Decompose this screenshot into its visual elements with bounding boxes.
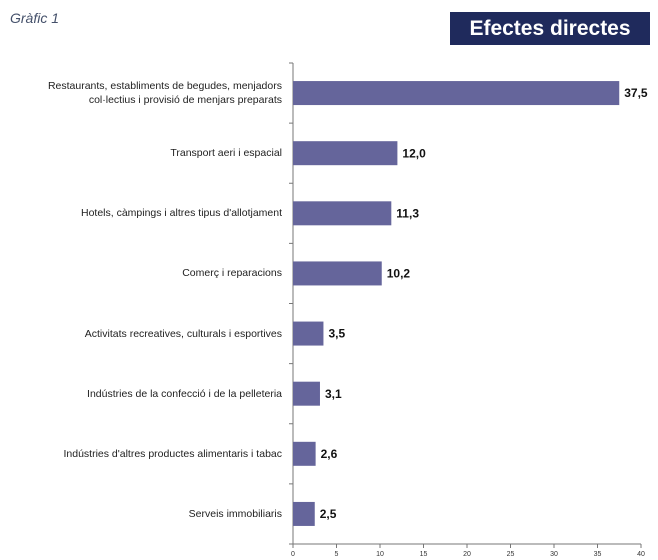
category-label: Hotels, càmpings i altres tipus d'allotj… [80,207,282,220]
x-tick-label: 5 [335,551,339,558]
x-tick-label: 20 [463,551,471,558]
chart-label: Gràfic 1 [10,10,60,26]
x-tick-label: 35 [594,551,602,558]
category-label: Indústries de la confecció i de la pelle… [87,387,282,400]
category-label: Serveis immobiliaris [188,507,282,520]
bar [293,501,315,526]
value-label: 3,5 [328,327,345,341]
value-label: 12,0 [402,146,426,160]
x-tick-label: 10 [376,551,384,558]
bar [293,381,320,406]
bar [293,321,324,346]
chart-title: Efectes directes [450,12,650,45]
bar [293,141,398,166]
x-tick-label: 40 [637,551,645,558]
value-label: 10,2 [387,267,411,281]
category-label: Restaurants, establiments de begudes, me… [47,80,282,107]
x-tick-label: 25 [507,551,515,558]
bar [293,81,620,106]
bar [293,441,316,466]
value-label: 37,5 [624,86,648,100]
category-label: Comerç i reparacions [182,267,282,280]
category-label: Activitats recreatives, culturals i espo… [84,327,282,340]
x-tick-label: 15 [420,551,428,558]
bar [293,261,382,286]
value-label: 2,6 [321,447,338,461]
category-label: Transport aeri i espacial [170,147,282,160]
category-label: Indústries d'altres productes alimentari… [63,447,282,460]
x-tick-label: 0 [291,551,295,558]
value-label: 11,3 [396,206,419,220]
value-label: 3,1 [325,387,342,401]
bar [293,201,392,226]
value-label: 2,5 [320,507,337,521]
x-tick-label: 30 [550,551,558,558]
